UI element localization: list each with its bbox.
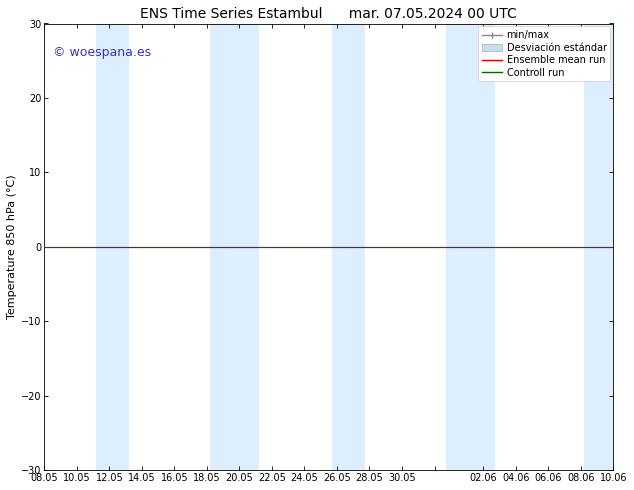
Title: ENS Time Series Estambul      mar. 07.05.2024 00 UTC: ENS Time Series Estambul mar. 07.05.2024… (141, 7, 517, 21)
Bar (446, 24, 495, 470)
Bar (96, 24, 129, 470)
Y-axis label: Temperature 850 hPa (°C): Temperature 850 hPa (°C) (7, 174, 17, 319)
Bar (210, 24, 259, 470)
Text: © woespana.es: © woespana.es (53, 46, 151, 59)
Bar (584, 24, 613, 470)
Bar (332, 24, 365, 470)
Legend: min/max, Desviación estándar, Ensemble mean run, Controll run: min/max, Desviación estándar, Ensemble m… (478, 26, 611, 81)
